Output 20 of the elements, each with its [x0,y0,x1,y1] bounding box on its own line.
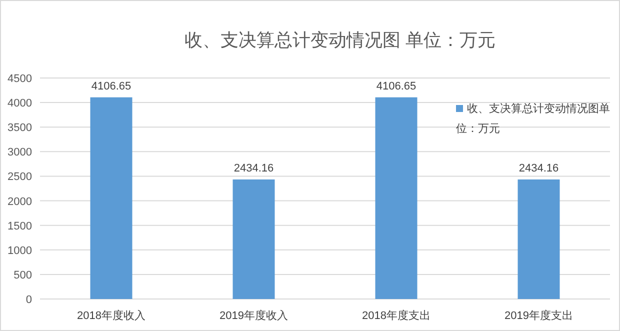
y-tick-label: 3500 [8,122,32,134]
y-tick-label: 4500 [8,73,32,85]
y-tick-label: 2000 [8,196,32,208]
x-tick-label: 2018年度收入 [77,309,146,322]
y-tick-label: 1000 [8,244,32,257]
y-tick-label: 1500 [8,220,32,232]
x-tick-label: 2018年度支出 [362,309,430,322]
y-tick-label: 3000 [8,146,32,159]
chart-title: 收、支决算总计变动情况图 单位：万元 [184,30,496,50]
data-label: 2434.16 [234,162,274,174]
y-tick-label: 0 [26,294,32,306]
legend-label: 收、支决算总计变动情况图单位：万元 [456,102,610,135]
y-tick-label: 2500 [8,171,32,184]
x-tick-label: 2019年度收入 [220,309,288,322]
y-tick-label: 4000 [8,98,32,110]
y-tick-label: 500 [14,269,32,282]
x-tick-label: 2019年度支出 [504,309,573,322]
data-label: 4106.65 [91,80,132,92]
data-label: 2434.16 [518,162,559,174]
data-label: 4106.65 [376,80,416,92]
